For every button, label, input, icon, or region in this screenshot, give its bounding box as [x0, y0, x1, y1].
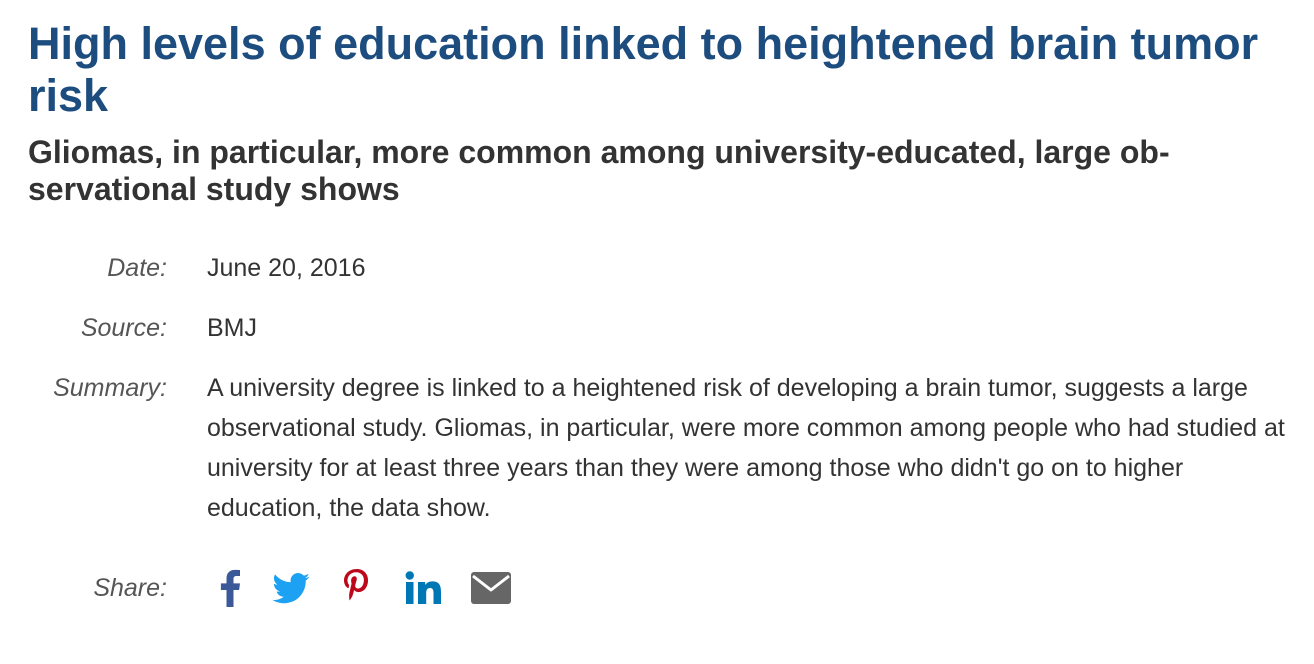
date-value: June 20, 2016	[207, 254, 366, 282]
source-label: Source:	[80, 314, 167, 342]
date-label: Date:	[107, 254, 167, 282]
share-buttons	[207, 568, 512, 608]
linkedin-icon[interactable]	[404, 571, 442, 605]
summary-label: Summary:	[53, 374, 167, 402]
page-title: High levels of education linked to heigh…	[28, 18, 1259, 121]
pinterest-icon[interactable]	[339, 568, 373, 608]
page-subtitle: Gliomas, in particular, more common amon…	[28, 134, 1170, 207]
source-value: BMJ	[207, 314, 257, 342]
facebook-icon[interactable]	[207, 569, 253, 607]
twitter-icon[interactable]	[272, 572, 310, 604]
share-label: Share:	[93, 574, 167, 602]
email-icon[interactable]	[470, 571, 512, 605]
summary-value: A university degree is linked to a heigh…	[207, 374, 1285, 522]
